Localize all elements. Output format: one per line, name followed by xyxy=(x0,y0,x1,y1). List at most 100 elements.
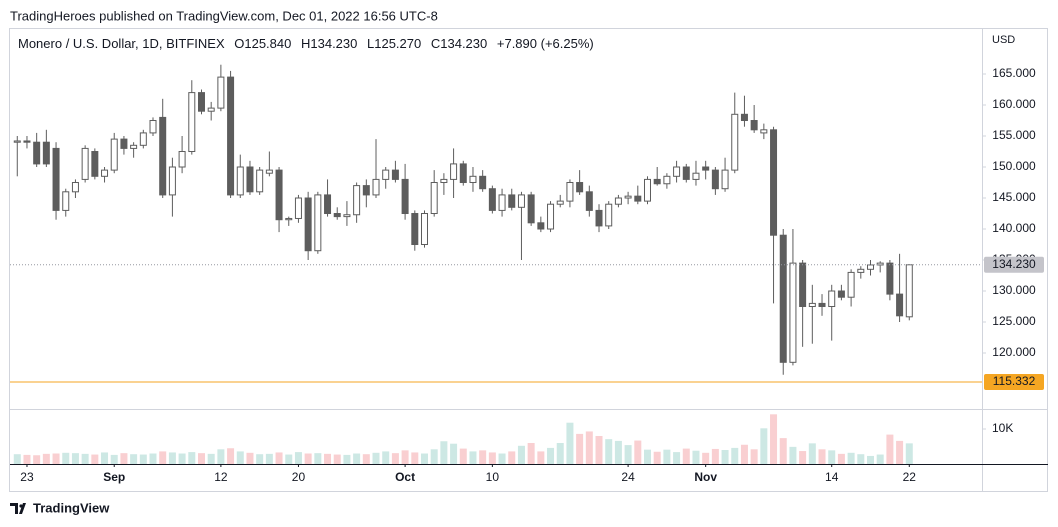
volume-bar xyxy=(130,454,138,464)
volume-bar xyxy=(566,422,574,464)
volume-bar xyxy=(740,444,748,464)
volume-bar xyxy=(770,414,778,464)
volume-bar xyxy=(188,452,196,464)
candle-body xyxy=(71,182,79,193)
symbol-title: Monero / U.S. Dollar, 1D, BITFINEX xyxy=(18,36,225,51)
footer-brand: TradingView xyxy=(33,500,110,515)
volume-bar xyxy=(42,453,50,464)
chart-frame xyxy=(9,28,1048,492)
y-tick-label: 130.000 xyxy=(992,283,1036,297)
volume-bar xyxy=(372,452,380,464)
volume-bar xyxy=(469,451,477,464)
candle-body xyxy=(527,194,535,224)
volume-bar xyxy=(197,453,205,464)
volume-bar xyxy=(721,450,729,464)
level-label: 115.332 xyxy=(993,374,1036,388)
legend-header: Monero / U.S. Dollar, 1D, BITFINEX O125.… xyxy=(18,36,594,51)
candle-body xyxy=(692,172,700,180)
candle-body xyxy=(314,194,322,252)
y-tick-label: 120.000 xyxy=(992,345,1036,359)
candle-body xyxy=(149,120,157,134)
candle-body xyxy=(188,92,196,153)
candle-body xyxy=(110,138,118,171)
volume-bar xyxy=(391,453,399,464)
candle-body xyxy=(896,293,904,317)
candle-body xyxy=(362,185,370,196)
candle-body xyxy=(23,140,31,143)
candle-body xyxy=(624,195,632,199)
volume-bar xyxy=(440,441,448,464)
volume-bar xyxy=(159,451,167,464)
ohlc-change: +7.890 (+6.25%) xyxy=(497,36,594,51)
x-tick-label: 12 xyxy=(214,470,228,484)
volume-bar xyxy=(653,451,661,464)
candle-body xyxy=(139,132,147,146)
published-line: TradingHeroes published on TradingView.c… xyxy=(10,8,438,23)
currency-label: USD xyxy=(992,34,1015,46)
volume-bar xyxy=(23,454,31,464)
volume-bar xyxy=(479,450,487,464)
candle-body xyxy=(479,175,487,190)
volume-bar xyxy=(576,433,584,464)
volume-bar xyxy=(149,453,157,464)
candle-body xyxy=(178,151,186,168)
volume-bar xyxy=(314,453,322,464)
candle-body xyxy=(789,262,797,363)
ohlc-high: H134.230 xyxy=(301,36,357,51)
volume-bar xyxy=(498,453,506,464)
candle-body xyxy=(653,178,661,185)
candle-body xyxy=(52,147,60,211)
candle-body xyxy=(469,175,477,184)
candle-body xyxy=(508,194,516,208)
volume-bar xyxy=(508,451,516,464)
volume-bar xyxy=(168,452,176,464)
volume-bar xyxy=(799,451,807,464)
candle-body xyxy=(285,217,293,221)
candle-body xyxy=(663,175,671,185)
level-box xyxy=(984,373,1044,390)
volume-bar xyxy=(905,443,913,464)
candle-body xyxy=(488,188,496,211)
candle-body xyxy=(866,264,874,270)
ohlc-low: L125.270 xyxy=(367,36,421,51)
candle-body xyxy=(256,169,264,193)
volume-bar xyxy=(139,454,147,464)
volume-bar xyxy=(818,449,826,464)
volume-bar xyxy=(808,443,816,464)
candle-body xyxy=(614,197,622,205)
last-price-label: 134.230 xyxy=(992,257,1036,271)
candle-body xyxy=(304,197,312,252)
volume-bar xyxy=(333,454,341,464)
candle-body xyxy=(847,271,855,298)
volume-bar xyxy=(71,453,79,464)
volume-bar xyxy=(517,445,525,464)
candle-body xyxy=(576,182,584,193)
volume-bar xyxy=(236,451,244,464)
y-tick-label: 160.000 xyxy=(992,97,1036,111)
candle-body xyxy=(731,113,739,171)
candle-body xyxy=(420,213,428,246)
volume-bar xyxy=(614,440,622,464)
volume-bar xyxy=(227,448,235,464)
volume-bar xyxy=(450,443,458,464)
candle-body xyxy=(343,214,351,218)
y-tick-label: 150.000 xyxy=(992,159,1036,173)
candle-body xyxy=(808,302,816,308)
volume-bar xyxy=(353,453,361,464)
volume-bar xyxy=(789,446,797,464)
volume-bar xyxy=(362,454,370,464)
x-tick-label: 20 xyxy=(292,470,306,484)
volume-bar xyxy=(411,452,419,464)
x-tick-label: 24 xyxy=(621,470,635,484)
volume-bar xyxy=(304,453,312,464)
x-tick-label: 14 xyxy=(825,470,839,484)
y-tick-label: 140.000 xyxy=(992,221,1036,235)
candle-body xyxy=(391,169,399,180)
candle-body xyxy=(605,203,613,227)
volume-bar xyxy=(382,451,390,464)
candle-body xyxy=(682,166,690,180)
candle-body xyxy=(799,262,807,308)
volume-bar xyxy=(101,452,109,464)
volume-bar xyxy=(459,448,467,464)
candle-body xyxy=(401,178,409,215)
